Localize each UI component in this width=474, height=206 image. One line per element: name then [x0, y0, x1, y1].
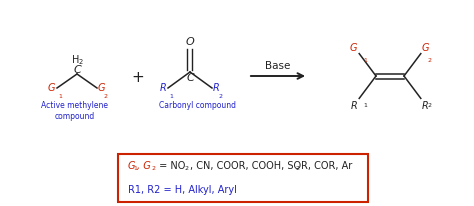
Text: 1: 1: [363, 57, 367, 62]
Text: 2: 2: [219, 94, 223, 98]
Text: R, COR, Ar: R, COR, Ar: [301, 160, 352, 170]
Text: , CN, COOR, COOH, SO: , CN, COOR, COOH, SO: [190, 160, 301, 170]
Text: Carbonyl compound: Carbonyl compound: [159, 101, 237, 109]
Text: R: R: [422, 101, 428, 111]
Text: Base: Base: [265, 61, 291, 71]
Text: 2: 2: [152, 166, 156, 171]
Text: 2: 2: [104, 94, 108, 98]
Text: 2: 2: [428, 57, 432, 62]
Text: G: G: [98, 83, 106, 92]
Text: 1: 1: [58, 94, 62, 98]
Text: 2: 2: [428, 103, 432, 108]
Text: +: +: [132, 69, 145, 84]
Text: C: C: [73, 65, 81, 75]
Text: 1: 1: [134, 166, 137, 171]
Text: G: G: [350, 42, 357, 52]
Text: R: R: [350, 101, 357, 111]
Text: , G: , G: [137, 160, 151, 170]
Text: C: C: [186, 73, 194, 83]
Text: Active methylene
compound: Active methylene compound: [42, 101, 109, 121]
Text: G: G: [128, 160, 136, 170]
Text: R: R: [213, 83, 220, 92]
Text: G: G: [422, 42, 429, 52]
Text: = NO: = NO: [156, 160, 185, 170]
Text: 2: 2: [296, 166, 300, 171]
Text: H$_2$: H$_2$: [71, 53, 83, 67]
Text: R: R: [159, 83, 166, 92]
Text: O: O: [186, 37, 194, 47]
FancyBboxPatch shape: [118, 154, 368, 202]
Text: 2: 2: [185, 166, 189, 171]
Text: R1, R2 = H, Alkyl, Aryl: R1, R2 = H, Alkyl, Aryl: [128, 184, 237, 194]
Text: 1: 1: [169, 94, 173, 98]
Text: 1: 1: [363, 103, 367, 108]
Text: G: G: [47, 83, 55, 92]
